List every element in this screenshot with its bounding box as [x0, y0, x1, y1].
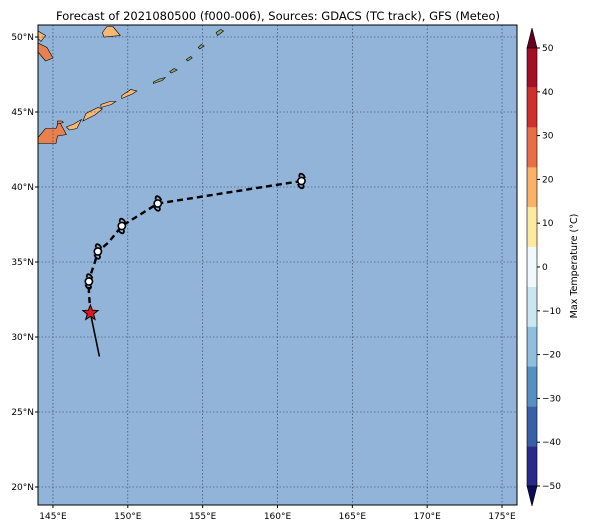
current-position-star-icon [81, 303, 100, 321]
colorbar: 50 40 30 20 10 0 −10 −20 −30 −40 −50 Max Temperatu… [526, 27, 580, 507]
graticule-grid [38, 25, 517, 505]
colorbar-tick-label: −40 [542, 438, 561, 448]
lat-tick-label: 50°N [11, 33, 34, 43]
colorbar-ticks: 50 40 30 20 10 0 −10 −20 −30 −40 −50 [537, 44, 561, 492]
land-shape [38, 120, 67, 144]
cyclone-symbol-icon [93, 243, 103, 260]
latitude-ticks: 20°N 25°N 30°N 35°N 40°N 45°N 50°N [11, 33, 38, 493]
land-shape [169, 68, 178, 74]
cyclone-symbol-icon [117, 217, 127, 235]
colorbar-segment [527, 48, 537, 88]
cyclone-symbol-icon [297, 172, 306, 190]
colorbar-tick-label: −30 [542, 394, 561, 404]
lat-tick-label: 45°N [11, 108, 34, 118]
land-shape [100, 101, 117, 108]
land-shape [185, 56, 193, 62]
land-shape [102, 26, 121, 38]
colorbar-segment [527, 87, 537, 128]
colorbar-segment [527, 247, 537, 287]
lon-tick-label: 165°E [339, 512, 367, 522]
lat-tick-label: 40°N [11, 183, 34, 193]
land-masses [38, 26, 225, 144]
colorbar-tick-label: 40 [542, 88, 554, 98]
figure-title: Forecast of 2021080500 (f000-006), Sourc… [56, 9, 500, 23]
lat-tick-label: 30°N [11, 333, 34, 343]
land-shape [38, 42, 54, 62]
land-shape [65, 118, 83, 131]
colorbar-segment [527, 167, 537, 208]
colorbar-segment [527, 207, 537, 248]
land-shape [82, 107, 104, 122]
map-panel[interactable]: 145°E 150°E 155°E 160°E 165°E 170°E 175°E 20°N… [11, 24, 518, 522]
colorbar-segment [527, 446, 537, 486]
longitude-ticks: 145°E 150°E 155°E 160°E 165°E 170°E 175°E [39, 505, 516, 522]
colorbar-extend-min [526, 485, 538, 507]
land-shape [57, 120, 64, 125]
land-shape [215, 29, 225, 36]
lon-tick-label: 155°E [189, 512, 217, 522]
colorbar-tick-label: −20 [542, 351, 561, 361]
colorbar-tick-label: 50 [542, 44, 554, 54]
colorbar-segment [527, 127, 537, 168]
lon-tick-label: 150°E [114, 512, 142, 522]
colorbar-tick-label: 20 [542, 175, 554, 185]
cyclone-symbol-icon [84, 273, 94, 290]
land-shape [38, 30, 46, 42]
lon-tick-label: 145°E [39, 512, 67, 522]
colorbar-tick-label: 0 [542, 263, 548, 273]
lat-tick-label: 25°N [11, 408, 34, 418]
colorbar-segment [527, 406, 537, 447]
lon-tick-label: 170°E [414, 512, 442, 522]
lat-tick-label: 20°N [11, 483, 34, 493]
lon-tick-label: 160°E [264, 512, 292, 522]
colorbar-label: Max Temperature (°C) [569, 214, 580, 319]
colorbar-extend-max [526, 27, 538, 49]
colorbar-segments [526, 27, 538, 507]
colorbar-segment [527, 286, 537, 327]
colorbar-tick-label: 10 [542, 219, 554, 229]
cyclone-symbol-icon [153, 195, 163, 212]
land-shape [121, 89, 138, 99]
colorbar-tick-label: −50 [542, 482, 561, 492]
ocean-background [38, 25, 517, 505]
colorbar-segment [527, 366, 537, 407]
colorbar-tick-label: −10 [542, 307, 561, 317]
lat-tick-label: 35°N [11, 258, 34, 268]
past-track-line [89, 312, 101, 357]
colorbar-tick-label: 30 [542, 132, 554, 142]
lon-tick-label: 175°E [488, 512, 516, 522]
cyclone-track [81, 172, 306, 357]
land-shape [153, 76, 167, 84]
colorbar-segment [527, 326, 537, 367]
